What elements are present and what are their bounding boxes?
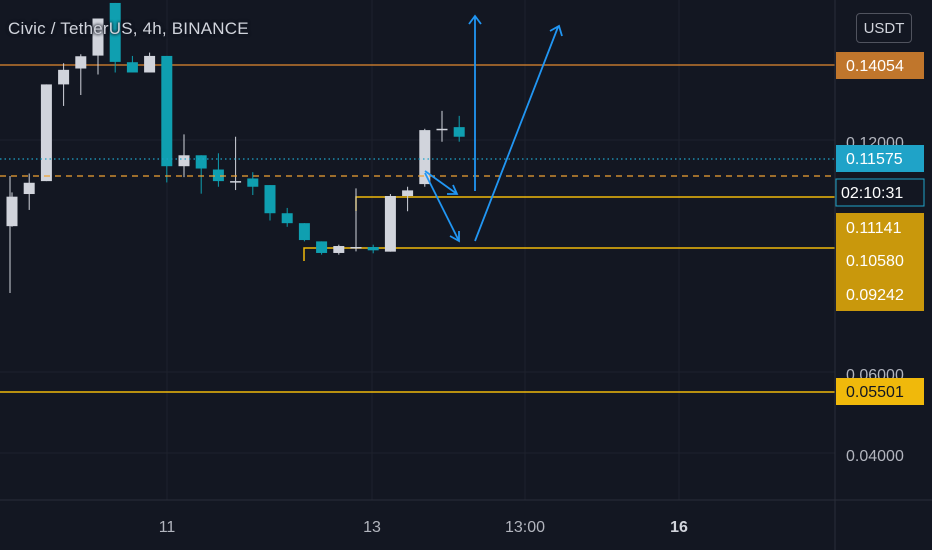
candle-body: [109, 2, 121, 62]
price-label-level-2-text: 0.10580: [846, 253, 904, 270]
candle-body: [281, 213, 293, 224]
projection-arrows[interactable]: [424, 14, 563, 243]
candle-body: [264, 185, 276, 214]
price-label-last-price-text: 0.11575: [846, 151, 903, 168]
candle-body: [144, 55, 156, 73]
candle-body: [350, 247, 362, 249]
candle-body: [195, 155, 207, 169]
candle-body: [178, 155, 190, 167]
candle-body: [161, 55, 173, 167]
candle-body: [453, 127, 465, 137]
price-label-level-3-text: 0.09242: [846, 287, 904, 304]
candle-body: [6, 196, 18, 227]
candle-body: [58, 69, 70, 85]
candle-body: [316, 241, 328, 253]
price-label-top-resistance[interactable]: [836, 52, 924, 79]
level-line-2[interactable]: [303, 247, 835, 261]
candle-body: [40, 84, 52, 182]
candle-body: [126, 62, 138, 73]
candle-body: [247, 178, 259, 187]
candle-body: [436, 128, 448, 131]
arrow-down-1[interactable]: [424, 170, 459, 195]
candle-body: [333, 246, 345, 253]
arrow-up-2[interactable]: [474, 24, 563, 242]
time-axis[interactable]: 11 13 13:00 16: [159, 519, 688, 536]
candle-body: [75, 56, 87, 69]
price-label-column[interactable]: 0.14054 0.11575 02:10:31 0.11141 0.10580…: [835, 52, 925, 405]
candle-body: [384, 196, 396, 252]
x-tick-label: 13: [363, 519, 381, 536]
candlestick-series: [6, 2, 465, 255]
price-label-level-1-text: 0.11141: [846, 220, 902, 237]
price-label-support-text: 0.05501: [846, 384, 904, 401]
arrow-up-1[interactable]: [468, 14, 482, 191]
y-tick-label: 0.04000: [846, 448, 904, 465]
price-label-top-resistance-text: 0.14054: [846, 58, 904, 75]
candle-body: [298, 223, 310, 241]
symbol-title[interactable]: Civic / TetherUS, 4h, BINANCE: [8, 19, 249, 38]
price-label-countdown-text: 02:10:31: [841, 185, 903, 202]
candle-body: [419, 130, 431, 185]
candle-body: [402, 190, 414, 197]
x-tick-label: 11: [159, 519, 176, 536]
price-label-countdown[interactable]: [835, 178, 925, 207]
arrow-down-2[interactable]: [424, 172, 460, 243]
candle-body: [92, 18, 104, 56]
candle-body: [367, 247, 379, 251]
candle-body: [230, 181, 242, 183]
price-label-last-price[interactable]: [836, 145, 924, 172]
x-tick-label: 16: [670, 519, 688, 536]
candle-body: [23, 182, 35, 195]
candle-body: [212, 169, 224, 182]
price-label-support[interactable]: [836, 378, 924, 405]
price-label-levels-block[interactable]: [836, 213, 924, 311]
currency-button[interactable]: USDT: [856, 13, 912, 43]
x-tick-label: 13:00: [505, 519, 545, 536]
